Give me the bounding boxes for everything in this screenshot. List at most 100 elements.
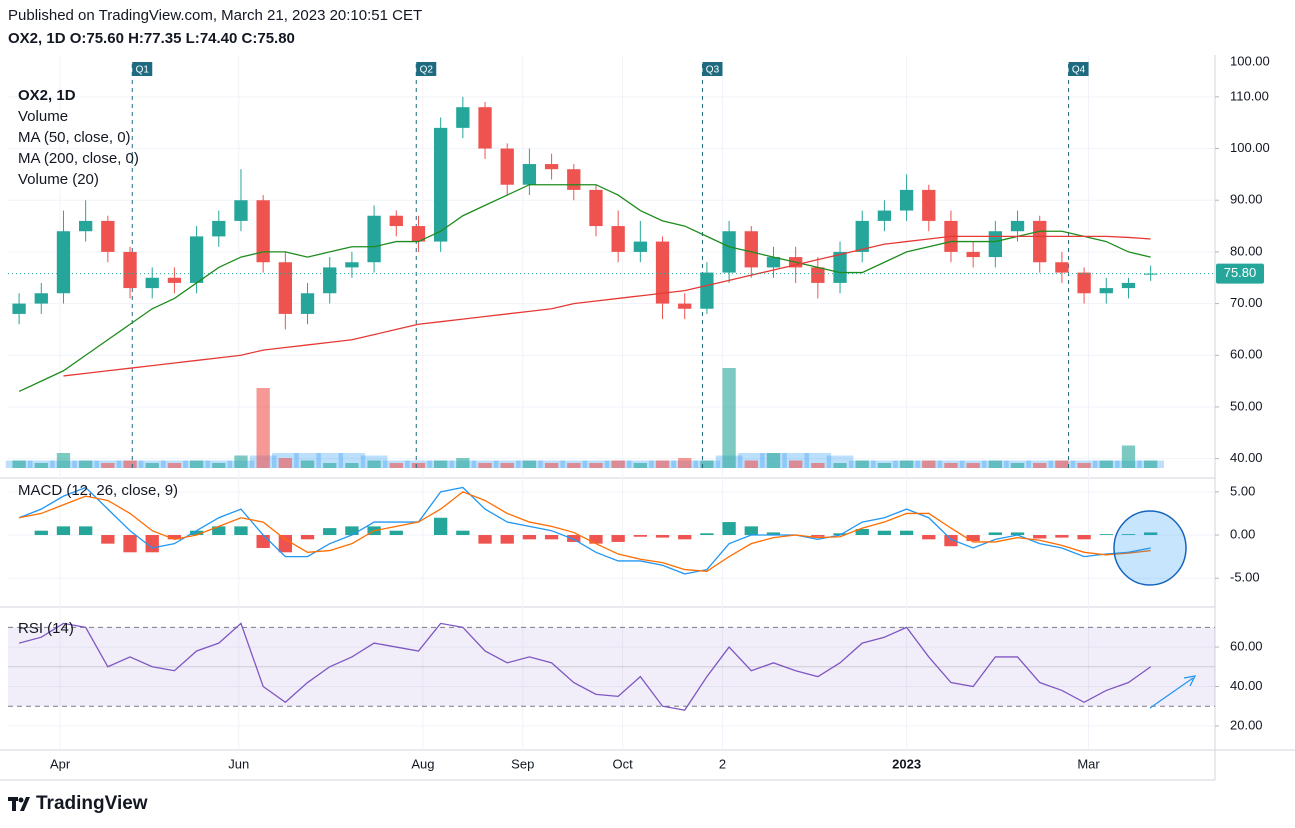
volume-bar bbox=[79, 460, 93, 468]
macd-histogram bbox=[633, 535, 647, 537]
macd-histogram bbox=[234, 526, 248, 536]
volume-bar bbox=[1121, 445, 1136, 468]
candle-body bbox=[700, 272, 714, 309]
highlight-circle bbox=[1113, 510, 1187, 586]
candle-body bbox=[212, 220, 226, 237]
legend-item: MA (200, close, 0) bbox=[18, 150, 139, 167]
macd-histogram bbox=[766, 532, 781, 536]
x-tick-label: Mar bbox=[1077, 756, 1100, 771]
x-tick-label: Oct bbox=[612, 756, 633, 771]
candle-body bbox=[544, 164, 559, 170]
macd-histogram bbox=[567, 535, 581, 542]
y-top-label: 100.00 bbox=[1230, 53, 1270, 68]
quote-part: C: bbox=[242, 30, 258, 47]
y-tick-label: 60.00 bbox=[1230, 347, 1263, 362]
macd-histogram bbox=[256, 535, 270, 548]
candle-body bbox=[123, 251, 137, 289]
x-tick-label: Apr bbox=[50, 756, 71, 771]
volume-bar bbox=[256, 388, 270, 468]
macd-histogram bbox=[434, 517, 448, 536]
legend-item: Volume bbox=[18, 108, 68, 125]
volume-bar bbox=[478, 463, 492, 468]
volume-bar bbox=[278, 458, 292, 468]
candle-body bbox=[966, 251, 980, 258]
legend-item: MA (50, close, 0) bbox=[18, 129, 131, 146]
candle-body bbox=[167, 277, 182, 283]
macd-histogram bbox=[300, 535, 315, 540]
macd-histogram bbox=[655, 535, 670, 538]
candle-body bbox=[500, 148, 514, 185]
trend-arrow bbox=[1149, 677, 1194, 709]
y-tick-label: 0.00 bbox=[1230, 526, 1255, 541]
macd-histogram bbox=[922, 535, 936, 540]
macd-histogram bbox=[456, 530, 470, 536]
candle-body bbox=[811, 267, 825, 283]
macd-histogram bbox=[678, 535, 692, 540]
macd-histogram bbox=[611, 535, 625, 542]
y-tick-label: 50.00 bbox=[1230, 398, 1263, 413]
volume-bar bbox=[145, 463, 159, 468]
macd-histogram bbox=[212, 526, 226, 536]
quote-part: H: bbox=[128, 30, 144, 47]
rsi-band bbox=[8, 627, 1215, 707]
volume-bar bbox=[434, 460, 448, 468]
candle-body bbox=[833, 251, 847, 283]
candle-body bbox=[611, 226, 625, 252]
rsi-line bbox=[18, 622, 1152, 711]
brand: TradingView bbox=[36, 793, 148, 814]
macd-histogram bbox=[855, 528, 869, 536]
candle-body bbox=[411, 226, 426, 242]
y-tick-label: 40.00 bbox=[1230, 450, 1263, 465]
x-tick-label: 2023 bbox=[892, 756, 921, 771]
volume-bar bbox=[1077, 463, 1091, 468]
candle-body bbox=[722, 231, 736, 273]
macd-histogram bbox=[544, 535, 559, 540]
candle-body bbox=[300, 293, 315, 314]
macd-histogram bbox=[500, 535, 514, 544]
event-label: Q1 bbox=[136, 65, 150, 76]
volume-bar bbox=[500, 463, 514, 468]
macd-histogram bbox=[1099, 534, 1113, 536]
macd-histogram bbox=[278, 535, 292, 553]
quote-line: OX2, 1D O:75.60 H:77.35 L:74.40 C:75.80 bbox=[8, 30, 295, 47]
macd-histogram bbox=[744, 526, 758, 536]
candle-body bbox=[678, 303, 692, 309]
macd-histogram bbox=[101, 535, 115, 544]
candle-body bbox=[389, 215, 403, 227]
event-label: Q3 bbox=[706, 65, 720, 76]
y-tick-label: -5.00 bbox=[1230, 570, 1260, 585]
volume-bar bbox=[544, 463, 559, 468]
macd-histogram bbox=[323, 528, 337, 536]
event-flag bbox=[702, 62, 723, 76]
volume-bar bbox=[167, 463, 182, 468]
logo bbox=[8, 797, 30, 811]
volume-bar bbox=[766, 453, 781, 468]
quote-part: OX2, 1D bbox=[8, 30, 66, 47]
candle-body bbox=[855, 220, 869, 252]
y-tick-label: 70.00 bbox=[1230, 295, 1263, 310]
quote-part: 74.40 bbox=[200, 30, 238, 47]
candle-body bbox=[633, 241, 647, 252]
volume-bar bbox=[345, 463, 359, 468]
candle-body bbox=[79, 220, 93, 232]
volume-bar bbox=[12, 460, 26, 468]
macd-histogram bbox=[79, 526, 93, 536]
candle-body bbox=[345, 262, 359, 268]
candle-body bbox=[1010, 220, 1025, 232]
x-tick-label: 2 bbox=[719, 756, 726, 771]
volume-bar bbox=[567, 463, 581, 468]
last-price-label: 75.80 bbox=[1224, 265, 1257, 280]
macd-histogram bbox=[899, 530, 914, 536]
candle-body bbox=[234, 200, 248, 221]
rsi-title: RSI (14) bbox=[18, 620, 74, 637]
macd-histogram bbox=[167, 535, 182, 540]
candle-body bbox=[1077, 272, 1091, 294]
candle-body bbox=[1144, 273, 1158, 275]
candle-body bbox=[655, 241, 670, 304]
macd-histogram bbox=[877, 530, 892, 536]
arrow-head bbox=[1183, 675, 1197, 687]
macd-histogram bbox=[589, 535, 603, 544]
volume-bar bbox=[789, 460, 803, 468]
volume-bar bbox=[234, 455, 248, 468]
volume-bar bbox=[966, 463, 980, 468]
